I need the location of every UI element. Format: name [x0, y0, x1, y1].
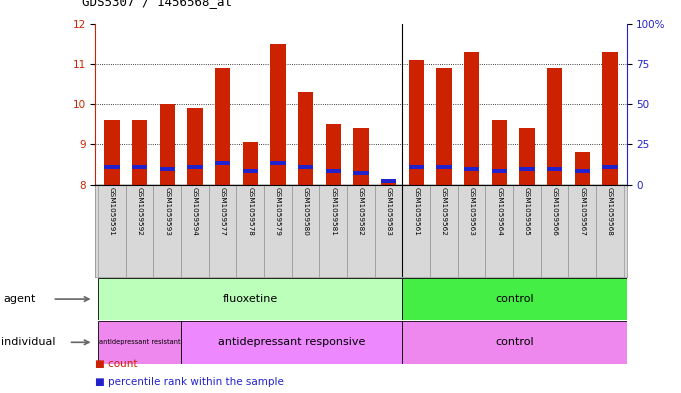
Bar — [602, 165, 618, 169]
Text: control: control — [495, 294, 534, 304]
Text: antidepressant resistant: antidepressant resistant — [99, 339, 180, 345]
Text: individual: individual — [1, 337, 55, 347]
Bar — [181, 185, 209, 277]
Bar — [159, 104, 175, 185]
Bar — [486, 185, 513, 277]
Text: GSM1059578: GSM1059578 — [247, 187, 253, 236]
Bar — [520, 167, 535, 171]
Bar — [402, 185, 430, 277]
Text: agent: agent — [3, 294, 36, 304]
Bar — [492, 169, 507, 173]
Bar — [458, 185, 486, 277]
Bar — [291, 185, 319, 277]
Bar — [264, 185, 291, 277]
Bar — [153, 185, 181, 277]
Bar — [375, 185, 402, 277]
Bar — [98, 321, 181, 364]
Text: GSM1059594: GSM1059594 — [192, 187, 198, 236]
Text: GSM1059565: GSM1059565 — [524, 187, 530, 236]
Bar — [132, 165, 147, 169]
Bar — [104, 120, 120, 185]
Text: GSM1059593: GSM1059593 — [164, 187, 170, 236]
Bar — [126, 185, 153, 277]
Bar — [513, 185, 541, 277]
Text: ■ count: ■ count — [95, 360, 138, 369]
Bar — [437, 165, 452, 169]
Text: GSM1059591: GSM1059591 — [109, 187, 115, 236]
Text: GDS5307 / 1456568_at: GDS5307 / 1456568_at — [82, 0, 232, 8]
Bar — [326, 169, 341, 173]
Bar — [381, 181, 396, 185]
Bar — [98, 278, 402, 320]
Bar — [575, 152, 590, 185]
Bar — [104, 165, 120, 169]
Bar — [298, 165, 313, 169]
Text: control: control — [495, 337, 534, 347]
Bar — [353, 171, 368, 175]
Bar — [242, 142, 258, 185]
Text: GSM1059577: GSM1059577 — [219, 187, 225, 236]
Bar — [409, 165, 424, 169]
Bar — [464, 167, 479, 171]
Bar — [409, 60, 424, 185]
Bar — [464, 52, 479, 185]
Bar — [270, 161, 285, 165]
Bar — [402, 278, 627, 320]
Bar — [596, 185, 624, 277]
Bar — [602, 52, 618, 185]
Bar — [236, 185, 264, 277]
Text: GSM1059567: GSM1059567 — [580, 187, 585, 236]
Bar — [437, 68, 452, 185]
Text: GSM1059564: GSM1059564 — [496, 187, 503, 236]
Bar — [326, 124, 341, 185]
Bar — [98, 185, 126, 277]
Bar — [181, 321, 402, 364]
Bar — [547, 167, 563, 171]
Bar — [402, 321, 627, 364]
Text: GSM1059592: GSM1059592 — [137, 187, 142, 236]
Bar — [159, 167, 175, 171]
Text: GSM1059562: GSM1059562 — [441, 187, 447, 236]
Bar — [381, 179, 396, 183]
Text: GSM1059561: GSM1059561 — [413, 187, 419, 236]
Text: antidepressant responsive: antidepressant responsive — [218, 337, 366, 347]
Bar — [132, 120, 147, 185]
Bar — [520, 128, 535, 185]
Bar — [298, 92, 313, 185]
Bar — [541, 185, 569, 277]
Bar — [430, 185, 458, 277]
Bar — [547, 68, 563, 185]
Text: GSM1059579: GSM1059579 — [275, 187, 281, 236]
Text: GSM1059568: GSM1059568 — [607, 187, 613, 236]
Bar — [575, 169, 590, 173]
Bar — [569, 185, 596, 277]
Bar — [187, 165, 202, 169]
Bar — [215, 68, 230, 185]
Text: GSM1059580: GSM1059580 — [302, 187, 308, 236]
Text: GSM1059563: GSM1059563 — [469, 187, 475, 236]
Bar — [353, 128, 368, 185]
Text: GSM1059581: GSM1059581 — [330, 187, 336, 236]
Bar — [209, 185, 236, 277]
Bar — [492, 120, 507, 185]
Bar — [347, 185, 375, 277]
Text: GSM1059583: GSM1059583 — [385, 187, 392, 236]
Text: ■ percentile rank within the sample: ■ percentile rank within the sample — [95, 377, 284, 387]
Text: GSM1059582: GSM1059582 — [358, 187, 364, 236]
Bar — [319, 185, 347, 277]
Bar — [187, 108, 202, 185]
Bar — [270, 44, 285, 185]
Text: GSM1059566: GSM1059566 — [552, 187, 558, 236]
Text: fluoxetine: fluoxetine — [223, 294, 278, 304]
Bar — [242, 169, 258, 173]
Bar — [215, 161, 230, 165]
